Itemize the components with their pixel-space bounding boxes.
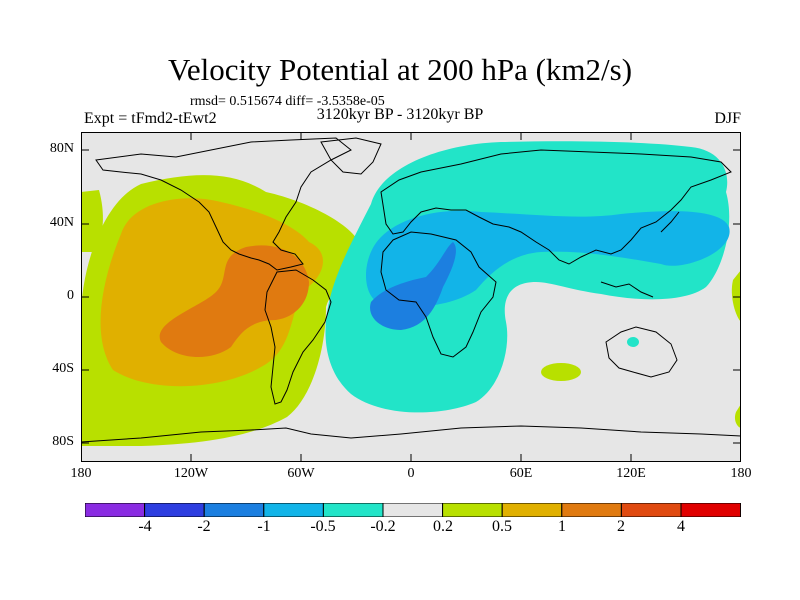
field-negative-blue — [370, 242, 456, 330]
coast-north-america — [95, 137, 352, 271]
y-axis-label: 40N — [49, 215, 74, 230]
coast-indonesia — [600, 281, 654, 298]
field-blob-far-east-edge — [734, 404, 741, 428]
colorbar-label: -1 — [257, 518, 271, 535]
x-axis-label: 180 — [730, 466, 752, 481]
colorbar-box — [203, 503, 265, 517]
field-positive-west-low — [81, 367, 95, 432]
plot-title: Velocity Potential at 200 hPa (km2/s) — [167, 52, 633, 87]
coast-australia — [605, 326, 678, 378]
colorbar — [85, 503, 741, 517]
colorbar-label: 0.5 — [492, 518, 512, 535]
field-orange — [159, 245, 309, 358]
period-label: 3120kyr BP - 3120kyr BP — [316, 106, 484, 123]
x-axis-label: 60W — [287, 466, 315, 481]
colorbar-box — [382, 503, 444, 517]
colorbar-label: 0.2 — [433, 518, 453, 535]
field-negative-teal — [325, 141, 730, 413]
coast-africa — [380, 231, 497, 358]
colorbar-box — [263, 503, 324, 517]
colorbar-label: 4 — [677, 518, 685, 535]
field-blob-east-pacific — [731, 270, 741, 322]
map-panel — [81, 132, 741, 462]
coast-japan — [660, 211, 680, 233]
experiment-label: Expt = tFmd2-tEwt2 — [84, 110, 217, 127]
y-axis-label: 80N — [49, 141, 74, 156]
axis-ticks — [81, 132, 741, 462]
field-gold — [100, 198, 323, 387]
colorbar-box — [442, 503, 503, 517]
colorbar-label: -0.5 — [310, 518, 336, 535]
colorbar-box — [322, 503, 384, 517]
season-label: DJF — [714, 110, 741, 127]
y-axis-label: 0 — [67, 288, 74, 303]
coast-south-america — [264, 269, 332, 405]
colorbar-label: 2 — [617, 518, 625, 535]
x-axis-label: 0 — [407, 466, 415, 481]
field-positive-west-edge — [81, 190, 103, 252]
field-negative-lightblue — [366, 210, 730, 307]
coastlines — [81, 137, 741, 443]
coast-antarctica — [81, 425, 741, 443]
coast-greenland — [320, 137, 382, 175]
coast-eurasia — [380, 149, 732, 265]
field-blob-australia — [627, 337, 639, 347]
field-blob-indian-ocean — [541, 363, 581, 381]
x-axis-label: 180 — [70, 466, 92, 481]
colorbar-box — [501, 503, 563, 517]
colorbar-label: -2 — [197, 518, 211, 535]
x-axis-label: 120W — [173, 466, 209, 481]
colorbar-label: -0.2 — [370, 518, 396, 535]
x-axis-label: 120E — [616, 466, 646, 481]
colorbar-box — [561, 503, 622, 517]
y-axis-label: 80S — [52, 434, 74, 449]
colorbar-label: -4 — [138, 518, 152, 535]
colorbar-box — [85, 503, 146, 517]
y-axis-label: 40S — [52, 361, 74, 376]
colorbar-label: 1 — [558, 518, 566, 535]
x-axis-label: 60E — [509, 466, 533, 481]
stats-line: rmsd= 0.515674 diff= -3.5358e-05 — [190, 94, 385, 109]
colorbar-box — [144, 503, 205, 517]
colorbar-box — [680, 503, 741, 517]
colorbar-box — [620, 503, 682, 517]
